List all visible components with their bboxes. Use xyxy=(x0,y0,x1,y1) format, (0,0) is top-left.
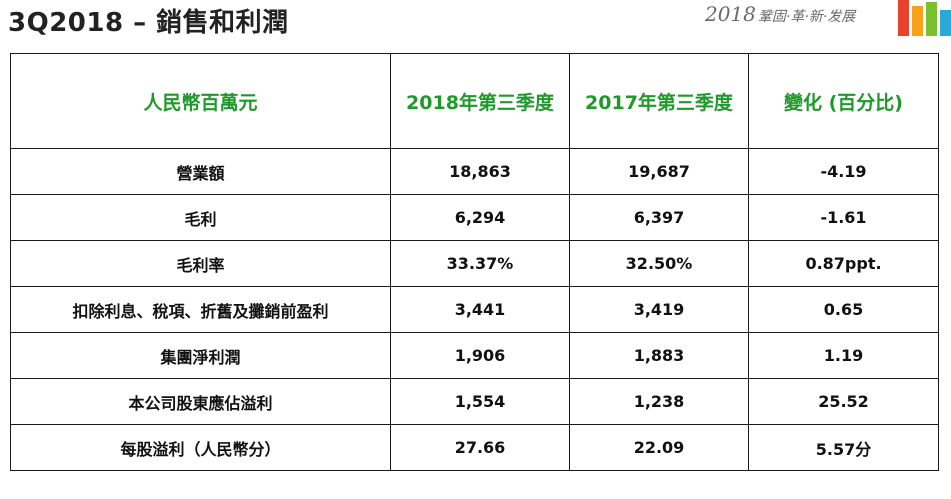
value-2018: 18,863 xyxy=(390,148,570,195)
column-header-unit: 人民幣百萬元 xyxy=(10,53,391,149)
table-row: 每股溢利（人民幣分） 27.66 22.09 5.57分 xyxy=(10,424,939,471)
value-2017: 22.09 xyxy=(569,424,749,471)
value-2017: 1,883 xyxy=(569,332,749,379)
value-2017: 1,238 xyxy=(569,378,749,425)
row-label: 集團淨利潤 xyxy=(10,332,391,379)
page-title: 3Q2018 – 銷售和利潤 xyxy=(8,8,289,38)
logo-slogan: 鞏固·革·新·发展 xyxy=(757,9,856,25)
sales-profit-table: 人民幣百萬元 2018年第三季度 2017年第三季度 變化 (百分比) 營業額 … xyxy=(10,53,939,471)
value-2018: 1,554 xyxy=(390,378,570,425)
value-2018: 6,294 xyxy=(390,194,570,241)
row-label: 營業額 xyxy=(10,148,391,195)
table-row: 毛利率 33.37% 32.50% 0.87ppt. xyxy=(10,240,939,287)
value-change: -1.61 xyxy=(748,194,939,241)
row-label: 扣除利息、稅項、折舊及攤銷前盈利 xyxy=(10,286,391,333)
table-row: 毛利 6,294 6,397 -1.61 xyxy=(10,194,939,241)
row-label: 本公司股東應佔溢利 xyxy=(10,378,391,425)
brand-logo: 2018 鞏固·革·新·发展 xyxy=(705,0,951,36)
table-row: 扣除利息、稅項、折舊及攤銷前盈利 3,441 3,419 0.65 xyxy=(10,286,939,333)
column-header-change: 變化 (百分比) xyxy=(748,53,939,149)
value-change: 5.57分 xyxy=(748,424,939,471)
value-2017: 32.50% xyxy=(569,240,749,287)
logo-year: 2018 xyxy=(705,2,756,26)
logo-bar-blue xyxy=(940,10,951,36)
value-2017: 6,397 xyxy=(569,194,749,241)
table-row: 本公司股東應佔溢利 1,554 1,238 25.52 xyxy=(10,378,939,425)
value-change: 0.87ppt. xyxy=(748,240,939,287)
value-change: 25.52 xyxy=(748,378,939,425)
row-label: 每股溢利（人民幣分） xyxy=(10,424,391,471)
value-2017: 19,687 xyxy=(569,148,749,195)
value-2017: 3,419 xyxy=(569,286,749,333)
value-change: 1.19 xyxy=(748,332,939,379)
value-2018: 1,906 xyxy=(390,332,570,379)
row-label: 毛利 xyxy=(10,194,391,241)
value-2018: 3,441 xyxy=(390,286,570,333)
table-row: 營業額 18,863 19,687 -4.19 xyxy=(10,148,939,195)
logo-color-bars xyxy=(898,0,951,36)
row-label: 毛利率 xyxy=(10,240,391,287)
value-2018: 33.37% xyxy=(390,240,570,287)
value-change: 0.65 xyxy=(748,286,939,333)
logo-text: 2018 鞏固·革·新·发展 xyxy=(705,2,855,26)
table-row: 集團淨利潤 1,906 1,883 1.19 xyxy=(10,332,939,379)
column-header-3q2017: 2017年第三季度 xyxy=(569,53,749,149)
logo-bar-orange xyxy=(912,6,923,36)
value-change: -4.19 xyxy=(748,148,939,195)
table-header-row: 人民幣百萬元 2018年第三季度 2017年第三季度 變化 (百分比) xyxy=(10,53,939,149)
logo-bar-green xyxy=(926,2,937,36)
value-2018: 27.66 xyxy=(390,424,570,471)
column-header-3q2018: 2018年第三季度 xyxy=(390,53,570,149)
logo-bar-red xyxy=(898,0,909,36)
